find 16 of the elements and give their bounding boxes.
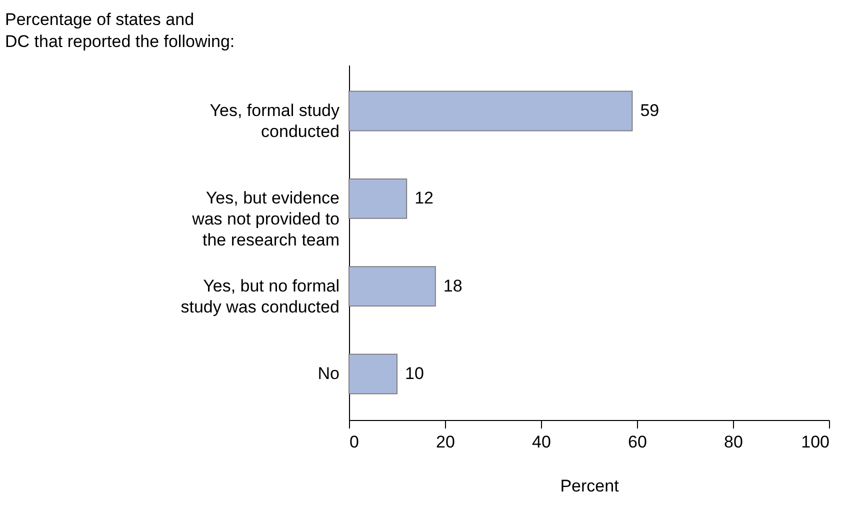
- x-tick-label: 20: [436, 432, 455, 452]
- x-tick-label: 100: [801, 432, 830, 452]
- x-tick-label: 40: [532, 432, 551, 452]
- x-tick-label: 0: [350, 432, 359, 452]
- y-tick-label: Yes, formal study conducted: [210, 101, 340, 142]
- x-tick-label: 60: [628, 432, 647, 452]
- text: Percentage of states and DC that reported the following:: [5, 10, 235, 51]
- x-axis-title: Percent: [560, 476, 620, 496]
- y-tick-label: Yes, but no formal study was conducted: [180, 276, 340, 316]
- y-tick-label: No: [318, 364, 340, 383]
- y-tick-label: Yes, but evidence was not provided to the research team: [191, 188, 340, 250]
- data-label: 10: [405, 364, 424, 383]
- x-tick-label: 80: [724, 432, 743, 452]
- data-label: 18: [443, 276, 462, 296]
- data-label: 59: [640, 101, 660, 120]
- data-label: 12: [414, 188, 434, 208]
